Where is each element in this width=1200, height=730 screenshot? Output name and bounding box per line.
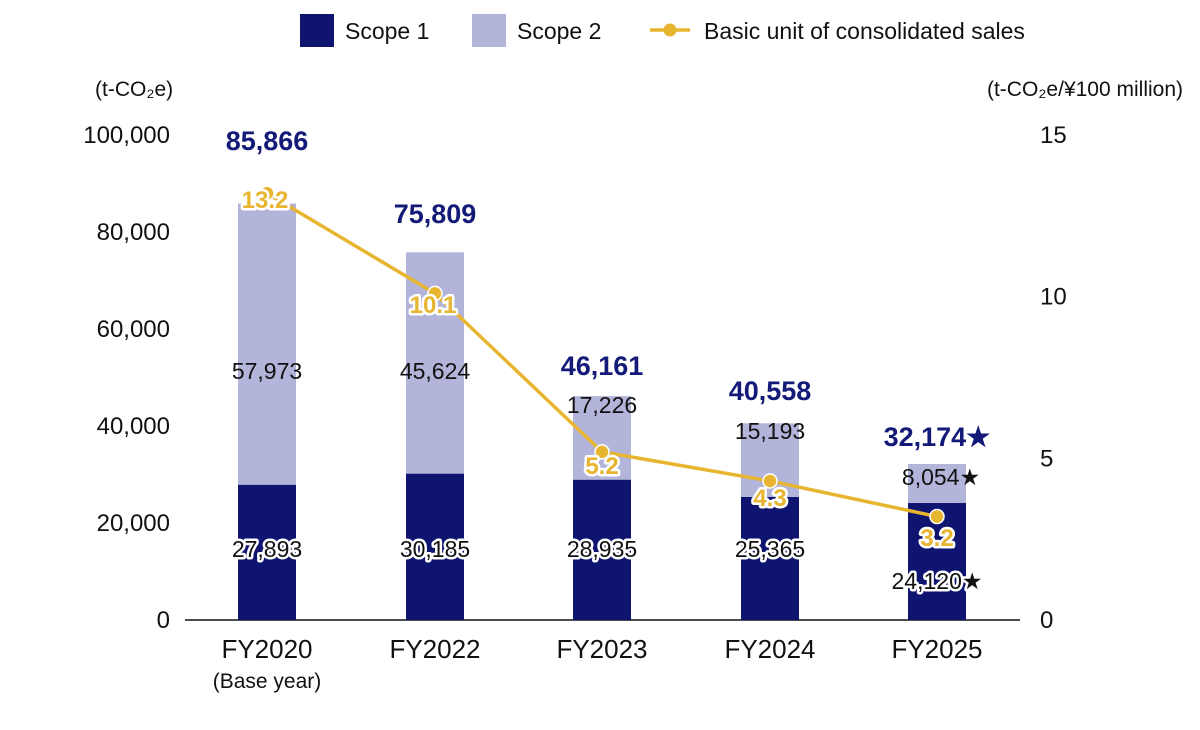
right-y-tick-label: 5	[1040, 445, 1053, 472]
scope2-value-label: 15,193	[735, 418, 805, 444]
total-value-label: 46,161	[561, 351, 644, 381]
right-y-tick-label: 0	[1040, 607, 1053, 634]
scope2-value-label: 45,624	[400, 358, 471, 384]
right-y-tick-label: 10	[1040, 284, 1067, 311]
intensity-line	[259, 185, 945, 525]
bar-scope1	[238, 484, 296, 620]
data-labels: 27,893 30,185 28,935 25,365 24,120★ 57,973 45,…	[226, 126, 991, 597]
scope1-value-label: 28,935	[567, 536, 637, 562]
scope1-value-label: 24,120★	[892, 568, 983, 594]
left-y-tick-label: 100,000	[83, 122, 170, 149]
legend: Scope 1 Scope 2 Basic unit of consolidated…	[300, 14, 1025, 47]
intensity-value-label: 13.2	[242, 187, 289, 214]
legend-label: Basic unit of consolidated sales	[704, 18, 1025, 44]
intensity-point	[929, 508, 945, 525]
bar-scope1	[573, 479, 631, 620]
intensity-point	[427, 285, 443, 302]
bar-scope2	[908, 463, 966, 504]
scope1-value-label: 27,893	[232, 536, 302, 562]
bar-scope2	[238, 203, 296, 485]
bar-scope2	[573, 396, 631, 480]
total-value-label: 75,809	[394, 199, 477, 229]
left-axis-unit-label: (t-CO₂e)	[95, 78, 173, 101]
scope1-value-label: 30,185	[400, 536, 470, 562]
intensity-value-label: 5.2	[585, 453, 618, 480]
intensity-value-label: 3.2	[920, 525, 953, 552]
x-category-label: FY2024	[724, 634, 815, 664]
x-category-label: FY2022	[389, 634, 480, 664]
total-value-label: 85,866	[226, 126, 309, 156]
x-category-sublabel: (Base year)	[213, 670, 322, 693]
total-value-label: 32,174★	[884, 422, 991, 452]
right-y-tick-label: 15	[1040, 122, 1067, 149]
bars	[238, 203, 966, 620]
scope2-value-label: 17,226	[567, 392, 637, 418]
scope2-value-label: 8,054★	[902, 464, 980, 490]
legend-swatch-1	[300, 14, 334, 47]
legend-label: Scope 1	[345, 18, 429, 44]
left-y-tick-label: 20,000	[97, 510, 170, 537]
intensity-point	[259, 185, 275, 201]
intensity-value-label: 4.3	[753, 485, 786, 512]
total-value-label: 40,558	[729, 376, 812, 406]
scope2-value-label: 57,973	[232, 358, 302, 384]
x-category-label: FY2020	[221, 634, 312, 664]
left-y-tick-label: 40,000	[97, 413, 170, 440]
right-axis-unit-label: (t-CO₂e/¥100 million)	[987, 78, 1183, 101]
intensity-point	[594, 444, 610, 460]
intensity-value-label: 10.1	[410, 292, 457, 319]
scope1-value-label: 25,365	[735, 536, 805, 562]
bar-scope1	[406, 473, 464, 620]
bar-scope1	[741, 496, 799, 620]
x-category-label: FY2025	[891, 634, 982, 664]
left-y-tick-label: 0	[157, 607, 170, 634]
x-category-label: FY2023	[556, 634, 647, 664]
left-y-tick-label: 60,000	[97, 316, 170, 343]
legend-marker	[663, 23, 677, 37]
left-y-tick-label: 80,000	[97, 219, 170, 246]
legend-label: Scope 2	[517, 18, 601, 44]
intensity-point	[762, 473, 778, 489]
legend-swatch-2	[472, 14, 506, 47]
axes: 0 20,000 40,000 60,000 80,000 100,000 0 5 10 15 FY…	[83, 122, 1066, 693]
